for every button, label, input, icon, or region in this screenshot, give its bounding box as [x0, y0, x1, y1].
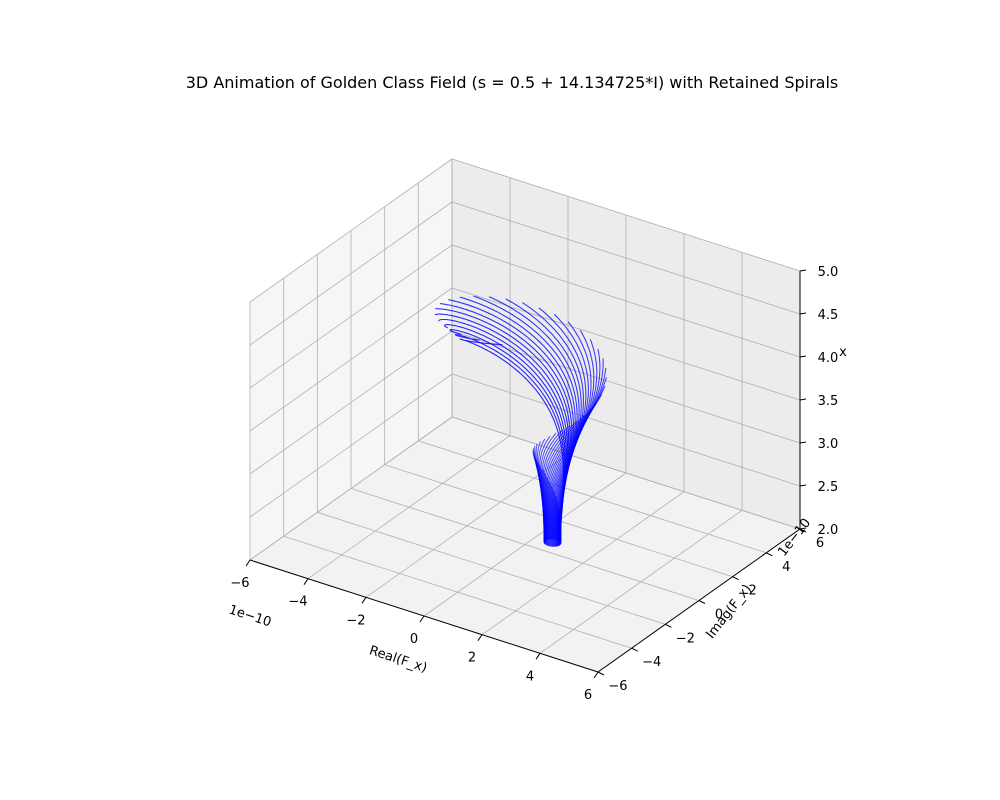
- z-tick-mark: [799, 269, 807, 272]
- z-tick-label: 3.5: [818, 394, 839, 409]
- z-tick-label: 3.0: [818, 437, 839, 452]
- z-tick-label: 2.0: [818, 523, 839, 538]
- x-tick-label: −2: [346, 613, 365, 628]
- spiral-line: [459, 338, 564, 546]
- z-grid-line: [249, 287, 801, 432]
- y-tick-mark: [766, 552, 773, 557]
- x-tick-mark: [593, 671, 599, 679]
- y-tick-mark: [732, 576, 739, 581]
- z-tick-mark: [799, 441, 807, 444]
- z-grid-line: [249, 201, 801, 346]
- z-tick-label: 2.5: [818, 480, 839, 495]
- z-tick-mark: [799, 355, 807, 358]
- x-tick-label: 0: [410, 632, 418, 647]
- axis-ticks: −6−4−20246−6−4−202462.02.53.03.54.04.55.…: [230, 265, 838, 703]
- y-tick-mark: [665, 623, 672, 628]
- spiral-series: [434, 295, 608, 547]
- x-tick-mark: [361, 597, 367, 604]
- x-tick-mark: [303, 578, 309, 585]
- y-tick-label: 6: [816, 536, 824, 551]
- x-tick-mark: [245, 559, 251, 567]
- z-tick-mark: [799, 527, 807, 530]
- y-tick-label: −4: [642, 655, 661, 670]
- x-tick-label: −4: [288, 595, 307, 610]
- z-grid-line: [249, 373, 801, 518]
- y-tick-mark: [597, 671, 605, 676]
- spiral-line: [544, 358, 604, 545]
- spiral-line: [473, 295, 578, 547]
- z-grid-line: [249, 244, 801, 389]
- z-grid-line: [249, 158, 801, 303]
- x-tick-label: −6: [230, 576, 249, 591]
- spiral-line: [448, 299, 574, 547]
- y-tick-label: 4: [782, 560, 790, 575]
- x-tick-mark: [477, 634, 483, 641]
- y-tick-label: 0: [715, 608, 723, 623]
- spiral-line: [459, 296, 576, 547]
- y-tick-label: 2: [749, 584, 757, 599]
- x-tick-label: 2: [468, 651, 476, 666]
- z-tick-mark: [799, 312, 807, 315]
- x-tick-mark: [419, 615, 425, 623]
- z-tick-label: 4.0: [818, 351, 839, 366]
- z-tick-mark: [799, 484, 807, 487]
- x-tick-label: 4: [526, 669, 534, 684]
- x-tick-mark: [535, 653, 541, 660]
- z-tick-mark: [799, 398, 807, 401]
- y-tick-label: −6: [608, 679, 627, 694]
- x-tick-label: 6: [584, 688, 592, 703]
- y-tick-mark: [799, 528, 807, 533]
- z-tick-label: 4.5: [818, 308, 839, 323]
- z-grid-line: [249, 416, 801, 561]
- chart-title: 3D Animation of Golden Class Field (s = …: [186, 73, 839, 92]
- spiral-line: [505, 298, 582, 547]
- y-tick-mark: [631, 647, 638, 652]
- y-tick-label: −2: [676, 631, 695, 646]
- z-tick-label: 5.0: [818, 265, 839, 280]
- spiral-line: [488, 296, 580, 547]
- y-tick-mark: [698, 600, 706, 604]
- z-axis-label: x: [839, 345, 847, 360]
